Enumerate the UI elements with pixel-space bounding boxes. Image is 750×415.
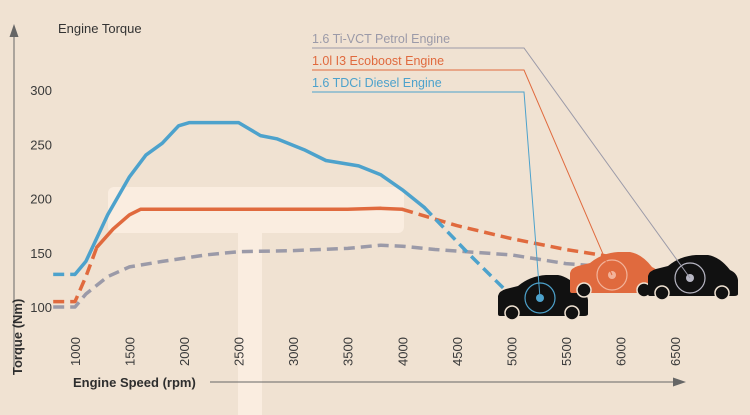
y-tick-label: 300	[30, 83, 52, 98]
series-layer	[53, 120, 686, 309]
x-axis-arrow-icon	[673, 377, 686, 387]
legend-diesel: 1.6 TDCi Diesel Engine	[312, 76, 442, 90]
legend-petrol-leader	[312, 47, 691, 279]
petrol-car-wheel-rear	[714, 285, 730, 301]
petrol-car	[648, 255, 738, 301]
x-tick-label: 6500	[668, 337, 683, 366]
diesel-car	[498, 275, 588, 321]
x-tick-label: 4000	[395, 337, 410, 366]
diesel-car-wheel-front	[504, 305, 520, 321]
x-tick-label: 4500	[450, 337, 465, 366]
y-tick-label: 200	[30, 192, 52, 207]
series-1-0l-i3-ecoboost-engine-line	[95, 206, 405, 250]
legend-petrol: 1.6 Ti-VCT Petrol Engine	[312, 32, 450, 46]
chart-title: Engine Torque	[58, 21, 142, 36]
x-axis	[210, 377, 686, 387]
series-1-6-ti-vct-petrol-engine-dashed	[53, 243, 686, 309]
x-tick-label: 1500	[123, 337, 138, 366]
x-ticks: 1000 1500 2000 2500 3000 3500 4000 4500 5000 5500…	[68, 337, 683, 366]
ecoboost-car-wheel-front	[576, 282, 592, 298]
x-tick-label: 3500	[341, 337, 356, 366]
series-1-6-tdci-diesel-engine-line	[73, 120, 426, 277]
y-tick-label: 250	[30, 137, 52, 152]
x-tick-label: 5500	[559, 337, 574, 366]
y-axis-arrow-icon	[9, 24, 19, 37]
diesel-car-wheel-rear	[564, 305, 580, 321]
ecoboost-marker-ring	[596, 259, 628, 291]
petrol-marker-ring	[674, 262, 706, 294]
y-tick-label: 100	[30, 300, 52, 315]
diesel-marker-ring	[524, 282, 556, 314]
y-tick-label: 150	[30, 246, 52, 261]
x-tick-label: 3000	[286, 337, 301, 366]
x-axis-title: Engine Speed (rpm)	[73, 375, 196, 390]
y-axis	[9, 24, 19, 375]
series-1-0l-i3-ecoboost-engine-dashed	[53, 246, 99, 304]
x-tick-label: 1000	[68, 337, 83, 366]
x-tick-label: 2000	[177, 337, 192, 366]
x-tick-label: 5000	[504, 337, 519, 366]
y-ticks: 100 150 200 250 300	[30, 83, 52, 315]
y-axis-title: Torque (Nm)	[10, 299, 25, 375]
legend-ecoboost-leader	[312, 69, 613, 276]
highlight-stem	[238, 233, 262, 415]
legend-diesel-leader	[312, 91, 541, 299]
x-tick-label: 2500	[232, 337, 247, 366]
x-tick-label: 6000	[613, 337, 628, 366]
legend: 1.6 Ti-VCT Petrol Engine 1.0l I3 Ecoboos…	[312, 32, 691, 299]
ecoboost-car	[570, 252, 660, 298]
series-1-6-tdci-diesel-engine-dashed-tail	[422, 205, 524, 304]
petrol-car-wheel-front	[654, 285, 670, 301]
legend-ecoboost: 1.0l I3 Ecoboost Engine	[312, 54, 444, 68]
